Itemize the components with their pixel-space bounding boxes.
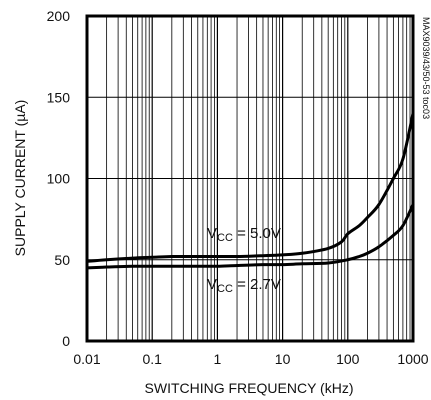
annotation-vcc-5v-v: V: [207, 225, 217, 242]
x-axis-title: SWITCHING FREQUENCY (kHz): [145, 380, 354, 396]
y-tick-label: 50: [54, 252, 70, 268]
annotation-vcc-2-7v-rest: = 2.7V: [233, 276, 281, 293]
y-axis-title: SUPPLY CURRENT (µA): [12, 100, 28, 257]
annotation-vcc-2-7v-v: V: [207, 276, 217, 293]
series-line-vcc-5v: [85, 112, 415, 263]
annotation-vcc-5v: VCC = 5.0V: [207, 225, 281, 244]
annotation-vcc-5v-rest: = 5.0V: [233, 225, 281, 242]
x-tick-labels: 0.01 0.1 1 10 100 1000: [73, 351, 428, 367]
side-code-label: MAX9039/43/50-53 toc03: [421, 17, 431, 119]
y-tick-label: 100: [47, 171, 71, 187]
x-tick-label: 100: [336, 351, 360, 367]
x-tick-label: 1000: [397, 351, 428, 367]
annotation-vcc-5v-sub: CC: [217, 232, 233, 244]
plot-frame: [85, 14, 415, 343]
x-tick-label: 0.1: [142, 351, 162, 367]
y-tick-label: 0: [62, 333, 70, 349]
annotation-vcc-2-7v: VCC = 2.7V: [207, 276, 281, 295]
y-tick-label: 200: [47, 8, 71, 24]
x-tick-label: 10: [275, 351, 291, 367]
series-line-vcc-2-7v: [85, 203, 415, 270]
annotation-vcc-2-7v-sub: CC: [217, 283, 233, 295]
y-tick-label: 150: [47, 89, 71, 105]
series-lines: [85, 112, 415, 270]
grid: [87, 16, 413, 341]
y-tick-labels: 0 50 100 150 200: [47, 8, 71, 349]
x-tick-label: 0.01: [73, 351, 100, 367]
x-tick-label: 1: [214, 351, 222, 367]
